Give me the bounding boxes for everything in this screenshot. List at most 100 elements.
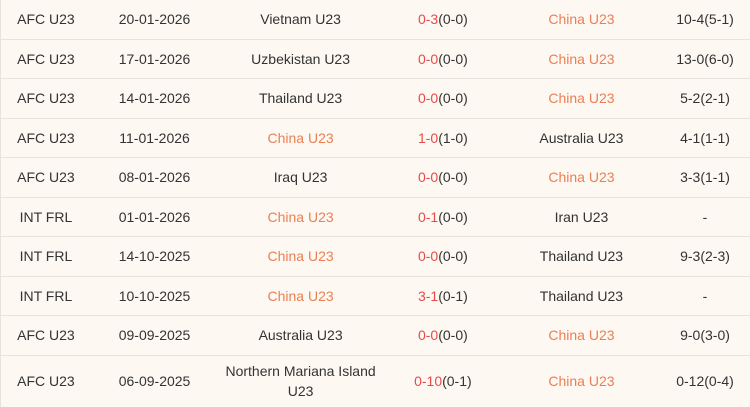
halftime-score: (0-0) [438, 90, 468, 107]
date-cell: 17-01-2026 [118, 50, 191, 67]
score-cell: 0-0(0-0) [383, 167, 503, 187]
date-cell: 01-01-2026 [118, 208, 191, 225]
away-team-cell: Iran U23 [503, 207, 660, 227]
away-team-name[interactable]: China U23 [548, 90, 615, 107]
stat-cell: 10-4(5-1) [676, 11, 734, 28]
away-team-cell: Thailand U23 [503, 246, 660, 266]
match-row: INT FRL 01-01-2026 China U23 0-1(0-0) Ir… [1, 198, 750, 237]
away-team-name[interactable]: Thailand U23 [539, 248, 624, 265]
competition-cell: INT FRL [19, 208, 73, 225]
fulltime-score[interactable]: 0-0 [417, 90, 439, 107]
home-team-cell: Northern Mariana Island U23 [218, 361, 383, 402]
match-row: AFC U23 06-09-2025 Northern Mariana Isla… [1, 356, 750, 407]
match-row: AFC U23 20-01-2026 Vietnam U23 0-3(0-0) … [1, 0, 750, 40]
home-team-cell: Uzbekistan U23 [218, 49, 383, 69]
home-team-cell: China U23 [218, 286, 383, 306]
date-cell: 09-09-2025 [118, 327, 191, 344]
date-cell: 14-01-2026 [118, 90, 191, 107]
home-team-name[interactable]: Iraq U23 [273, 169, 328, 186]
away-team-name[interactable]: China U23 [548, 373, 615, 390]
fulltime-score[interactable]: 0-0 [417, 50, 439, 67]
fulltime-score[interactable]: 0-1 [417, 208, 439, 225]
date-cell: 06-09-2025 [118, 373, 191, 390]
score-cell: 1-0(1-0) [383, 128, 503, 148]
away-team-cell: China U23 [503, 49, 660, 69]
fulltime-score[interactable]: 0-0 [417, 327, 439, 344]
home-team-name[interactable]: Australia U23 [258, 327, 343, 344]
match-row: AFC U23 17-01-2026 Uzbekistan U23 0-0(0-… [1, 40, 750, 79]
home-team-name[interactable]: China U23 [267, 208, 334, 225]
halftime-score: (0-0) [438, 208, 468, 225]
stat-cell: - [702, 287, 708, 304]
away-team-cell: China U23 [503, 167, 660, 187]
competition-cell: AFC U23 [17, 90, 75, 107]
home-team-name[interactable]: China U23 [267, 129, 334, 146]
home-team-name[interactable]: China U23 [267, 248, 334, 265]
competition-cell: INT FRL [19, 248, 73, 265]
home-team-cell: Australia U23 [218, 325, 383, 345]
match-row: INT FRL 10-10-2025 China U23 3-1(0-1) Th… [1, 277, 750, 316]
away-team-cell: Australia U23 [503, 128, 660, 148]
stat-cell: 4-1(1-1) [680, 129, 730, 146]
match-row: AFC U23 11-01-2026 China U23 1-0(1-0) Au… [1, 119, 750, 158]
away-team-name[interactable]: China U23 [548, 169, 615, 186]
score-cell: 0-0(0-0) [383, 88, 503, 108]
away-team-name[interactable]: Australia U23 [539, 129, 624, 146]
score-cell: 0-0(0-0) [383, 246, 503, 266]
stat-cell: 0-12(0-4) [676, 373, 734, 390]
away-team-cell: Thailand U23 [503, 286, 660, 306]
fulltime-score[interactable]: 1-0 [417, 129, 439, 146]
home-team-cell: China U23 [218, 207, 383, 227]
home-team-cell: Iraq U23 [218, 167, 383, 187]
score-cell: 0-10(0-1) [383, 371, 503, 391]
score-cell: 0-1(0-0) [383, 207, 503, 227]
fulltime-score[interactable]: 0-3 [417, 11, 439, 28]
score-cell: 3-1(0-1) [383, 286, 503, 306]
competition-cell: AFC U23 [17, 11, 75, 28]
stat-cell: 3-3(1-1) [680, 169, 730, 186]
halftime-score: (1-0) [438, 129, 468, 146]
competition-cell: AFC U23 [17, 327, 75, 344]
competition-cell: AFC U23 [17, 129, 75, 146]
home-team-cell: Vietnam U23 [218, 9, 383, 29]
away-team-name[interactable]: China U23 [548, 11, 615, 28]
away-team-name[interactable]: China U23 [548, 50, 615, 67]
stat-cell: - [702, 208, 708, 225]
competition-cell: AFC U23 [17, 169, 75, 186]
away-team-name[interactable]: China U23 [548, 327, 615, 344]
home-team-name[interactable]: Uzbekistan U23 [251, 50, 350, 67]
fulltime-score[interactable]: 0-0 [417, 169, 439, 186]
match-row: AFC U23 14-01-2026 Thailand U23 0-0(0-0)… [1, 79, 750, 119]
home-team-name[interactable]: Vietnam U23 [260, 11, 341, 28]
match-row: AFC U23 09-09-2025 Australia U23 0-0(0-0… [1, 316, 750, 356]
home-team-name[interactable]: Northern Mariana Island U23 [225, 362, 376, 400]
away-team-name[interactable]: Iran U23 [554, 208, 609, 225]
stat-cell: 5-2(2-1) [680, 90, 730, 107]
away-team-cell: China U23 [503, 9, 660, 29]
date-cell: 14-10-2025 [118, 248, 191, 265]
away-team-name[interactable]: Thailand U23 [539, 287, 624, 304]
fulltime-score[interactable]: 3-1 [417, 287, 439, 304]
date-cell: 08-01-2026 [118, 169, 191, 186]
stat-cell: 13-0(6-0) [676, 50, 734, 67]
stat-cell: 9-0(3-0) [680, 327, 730, 344]
competition-cell: AFC U23 [17, 373, 75, 390]
halftime-score: (0-0) [438, 248, 468, 265]
home-team-cell: Thailand U23 [218, 88, 383, 108]
home-team-name[interactable]: Thailand U23 [258, 90, 343, 107]
fulltime-score[interactable]: 0-0 [417, 248, 439, 265]
halftime-score: (0-0) [438, 169, 468, 186]
score-cell: 0-3(0-0) [383, 9, 503, 29]
home-team-name[interactable]: China U23 [267, 287, 334, 304]
match-row: AFC U23 08-01-2026 Iraq U23 0-0(0-0) Chi… [1, 158, 750, 198]
fulltime-score[interactable]: 0-10 [414, 373, 443, 390]
halftime-score: (0-1) [438, 287, 468, 304]
date-cell: 11-01-2026 [119, 129, 190, 146]
halftime-score: (0-0) [438, 327, 468, 344]
home-team-cell: China U23 [218, 246, 383, 266]
score-cell: 0-0(0-0) [383, 49, 503, 69]
away-team-cell: China U23 [503, 371, 660, 391]
match-row: INT FRL 14-10-2025 China U23 0-0(0-0) Th… [1, 237, 750, 277]
halftime-score: (0-1) [442, 373, 472, 390]
